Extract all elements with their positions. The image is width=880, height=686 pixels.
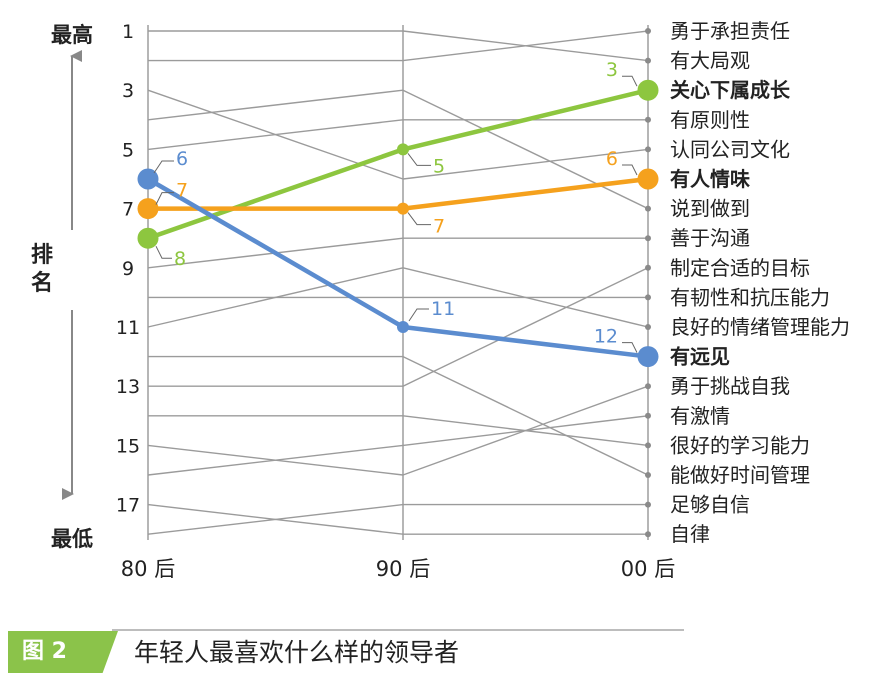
series-2-point-3 xyxy=(637,168,659,190)
y-tick-1: 1 xyxy=(122,21,134,43)
x-label-2: 90 后 xyxy=(376,557,430,581)
x-label-3: 00 后 xyxy=(621,557,675,581)
link-90-00-9 xyxy=(402,355,649,476)
trait-label-10: 有韧性和抗压能力 xyxy=(670,285,830,309)
trait-label-8: 善于沟通 xyxy=(670,226,750,250)
series-2-leader-1 xyxy=(155,192,174,205)
link-90-00-2 xyxy=(402,30,649,62)
rank-dot-15 xyxy=(645,442,651,449)
rank-dot-14 xyxy=(645,412,651,419)
trait-label-16: 能做好时间管理 xyxy=(670,463,810,487)
y-tick-13: 13 xyxy=(116,376,140,398)
link-80-90-8 xyxy=(147,267,404,328)
trait-label-15: 很好的学习能力 xyxy=(670,433,810,457)
series-3-point-2 xyxy=(397,321,409,333)
trait-label-1: 勇于承担责任 xyxy=(670,19,790,43)
y-tick-15: 15 xyxy=(116,435,140,457)
series-1-label-3: 3 xyxy=(606,59,618,81)
series-3-leader-2 xyxy=(408,308,429,322)
rank-dot-7 xyxy=(645,205,651,212)
series-2-label-2: 7 xyxy=(433,216,445,238)
svg-text:名: 名 xyxy=(31,270,53,296)
series-1-label-1: 8 xyxy=(174,248,186,270)
rank-dot-13 xyxy=(645,383,651,390)
series-1-point-2 xyxy=(397,143,409,156)
trait-label-14: 有激情 xyxy=(670,404,730,428)
link-90-00-3 xyxy=(402,89,649,210)
series-1-leader-1 xyxy=(155,245,172,259)
y-tick-9: 9 xyxy=(122,258,134,280)
trait-label-7: 说到做到 xyxy=(670,197,750,221)
y-tick-5: 5 xyxy=(122,139,134,161)
series-3-label-2: 11 xyxy=(431,298,455,320)
series-2-leader-2 xyxy=(407,212,431,226)
link-80-90-4 xyxy=(147,89,404,121)
series-2-point-2 xyxy=(397,202,409,215)
rank-dot-11 xyxy=(645,324,651,330)
trait-label-11: 良好的情绪管理能力 xyxy=(670,315,850,339)
trait-label-18: 自律 xyxy=(670,522,710,546)
series-3-label-1: 6 xyxy=(176,148,188,170)
link-80-90-15 xyxy=(147,503,404,535)
y-bottom-label: 最低 xyxy=(51,527,93,551)
link-90-00-5 xyxy=(402,148,649,180)
rank-dot-8 xyxy=(645,235,651,242)
series-2-leader-3 xyxy=(622,164,638,176)
series-1-label-2: 5 xyxy=(433,155,445,177)
series-3-leader-3 xyxy=(622,342,638,353)
link-80-90-5 xyxy=(147,119,404,151)
series-1-point-3 xyxy=(637,79,659,101)
link-90-00-10 xyxy=(402,267,649,387)
y-tick-3: 3 xyxy=(122,80,134,102)
y-axis-title: 排 名 xyxy=(31,243,53,296)
link-80-90-13 xyxy=(147,444,404,476)
series-3-label-3: 12 xyxy=(594,326,618,348)
series-1-leader-3 xyxy=(622,75,638,87)
rank-dot-5 xyxy=(645,146,651,153)
y-tick-11: 11 xyxy=(116,317,140,339)
rank-dot-4 xyxy=(645,116,651,123)
trait-label-12: 有远见 xyxy=(670,345,730,369)
rank-dot-17 xyxy=(645,501,651,508)
chart-title: 年轻人最喜欢什么样的领导者 xyxy=(134,638,460,667)
trait-label-17: 足够自信 xyxy=(670,493,750,517)
svg-text:排: 排 xyxy=(31,243,53,268)
link-90-00-13 xyxy=(402,385,649,476)
trait-label-13: 勇于挑战自我 xyxy=(670,374,790,398)
trait-label-6: 有人情味 xyxy=(670,167,750,191)
series-line-2 xyxy=(148,176,649,211)
series-2-label-1: 7 xyxy=(176,180,188,202)
trait-label-4: 有原则性 xyxy=(670,108,750,132)
y-top-label: 最高 xyxy=(51,23,93,47)
series-1-point-1 xyxy=(137,227,159,249)
caption-rule xyxy=(112,629,684,631)
rank-dot-16 xyxy=(645,472,651,478)
series-2-label-3: 6 xyxy=(606,148,618,170)
series-3-point-1 xyxy=(137,168,159,190)
figure-label: 图 2 xyxy=(8,631,118,673)
rank-dot-18 xyxy=(645,531,651,538)
rank-dot-2 xyxy=(645,57,651,64)
trait-label-5: 认同公司文化 xyxy=(670,137,790,161)
rank-dot-1 xyxy=(645,28,651,34)
y-tick-7: 7 xyxy=(122,199,134,221)
trait-label-3: 关心下属成长 xyxy=(670,78,791,102)
rank-dot-9 xyxy=(645,264,651,271)
y-tick-17: 17 xyxy=(116,495,140,517)
series-line-1 xyxy=(147,88,649,241)
trait-label-9: 制定合适的目标 xyxy=(670,256,810,280)
series-2-point-1 xyxy=(137,198,159,220)
series-1-leader-2 xyxy=(407,153,431,166)
series-3-leader-1 xyxy=(153,160,174,174)
series-3-point-3 xyxy=(637,346,659,368)
x-label-1: 80 后 xyxy=(121,557,175,581)
trait-label-2: 有大局观 xyxy=(670,49,750,73)
rank-dot-10 xyxy=(645,294,651,301)
